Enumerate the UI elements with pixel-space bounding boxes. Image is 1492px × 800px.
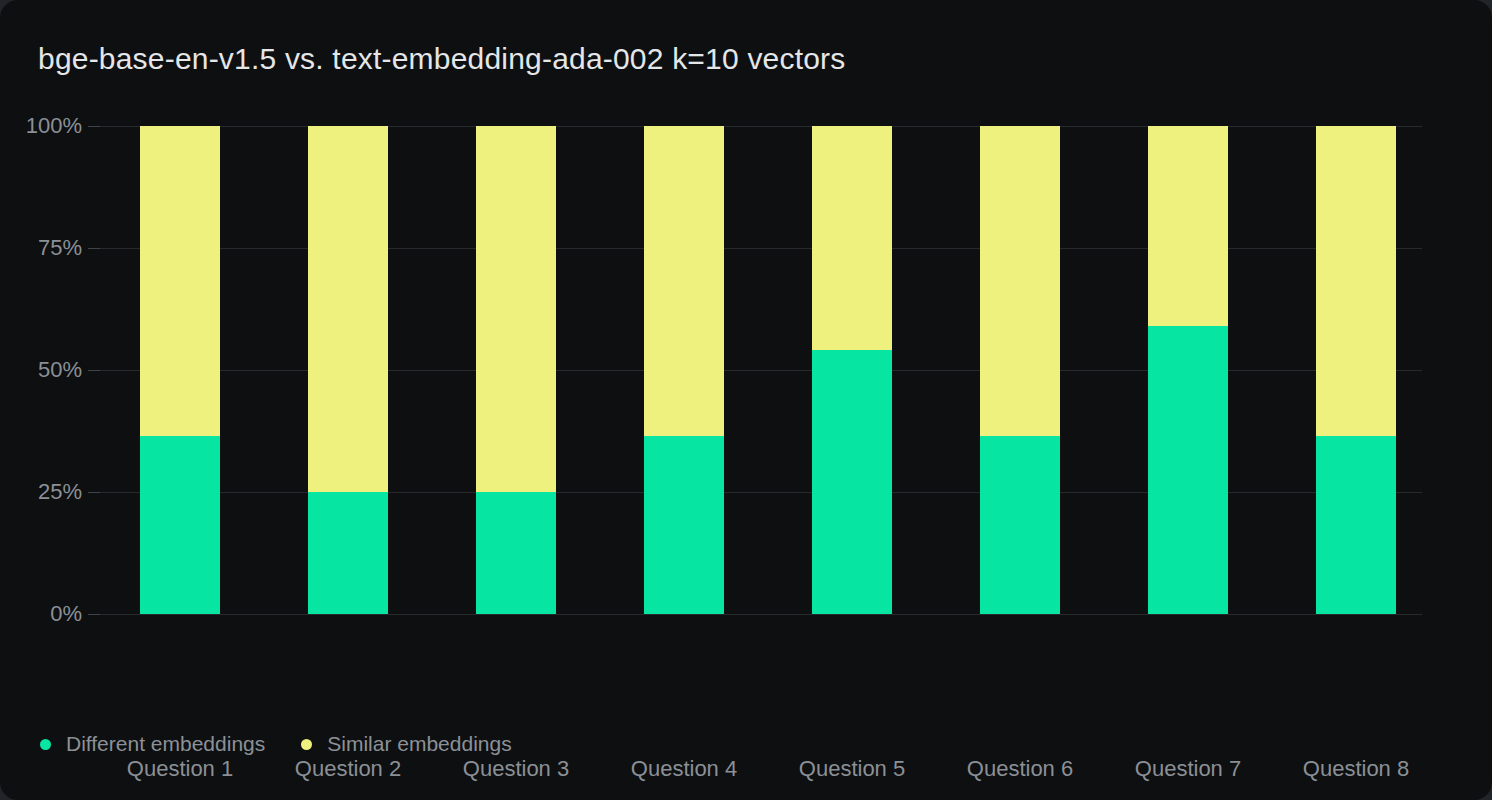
- y-axis-label: 25%: [0, 481, 82, 503]
- x-axis-label-question-4: Question 4: [600, 756, 768, 782]
- x-axis-label-question-6: Question 6: [936, 756, 1104, 782]
- x-axis-label-question-2: Question 2: [264, 756, 432, 782]
- legend-label: Different embeddings: [66, 732, 265, 756]
- segment-different-embeddings: [476, 492, 556, 614]
- gridline-0pct: [100, 614, 1422, 615]
- segment-similar-embeddings: [140, 126, 220, 436]
- bar-question-8: [1316, 126, 1396, 614]
- segment-similar-embeddings: [308, 126, 388, 492]
- legend-item-different-embeddings[interactable]: Different embeddings: [40, 732, 265, 756]
- legend-swatch-icon: [40, 739, 51, 750]
- y-axis-tick: [88, 126, 100, 127]
- bar-question-3: [476, 126, 556, 614]
- chart-title: bge-base-en-v1.5 vs. text-embedding-ada-…: [38, 42, 846, 76]
- segment-different-embeddings: [308, 492, 388, 614]
- chart-card: bge-base-en-v1.5 vs. text-embedding-ada-…: [0, 0, 1492, 800]
- x-axis-label-question-1: Question 1: [96, 756, 264, 782]
- bar-question-7: [1148, 126, 1228, 614]
- segment-similar-embeddings: [476, 126, 556, 492]
- bar-question-1: [140, 126, 220, 614]
- segment-different-embeddings: [1316, 436, 1396, 614]
- y-axis-tick: [88, 248, 100, 249]
- segment-similar-embeddings: [980, 126, 1060, 436]
- legend-swatch-icon: [301, 739, 312, 750]
- y-axis-tick: [88, 492, 100, 493]
- y-axis-label: 0%: [0, 603, 82, 625]
- legend-label: Similar embeddings: [327, 732, 511, 756]
- segment-different-embeddings: [644, 436, 724, 614]
- bar-question-4: [644, 126, 724, 614]
- y-axis-label: 50%: [0, 359, 82, 381]
- segment-similar-embeddings: [1316, 126, 1396, 436]
- legend-item-similar-embeddings[interactable]: Similar embeddings: [301, 732, 511, 756]
- segment-different-embeddings: [1148, 326, 1228, 614]
- bar-question-5: [812, 126, 892, 614]
- segment-similar-embeddings: [812, 126, 892, 350]
- y-axis-tick: [88, 370, 100, 371]
- x-axis-label-question-8: Question 8: [1272, 756, 1440, 782]
- y-axis-label: 75%: [0, 237, 82, 259]
- segment-different-embeddings: [980, 436, 1060, 614]
- y-axis-tick: [88, 614, 100, 615]
- x-axis-label-question-7: Question 7: [1104, 756, 1272, 782]
- segment-different-embeddings: [812, 350, 892, 614]
- y-axis-label: 100%: [0, 115, 82, 137]
- segment-different-embeddings: [140, 436, 220, 614]
- x-axis-label-question-3: Question 3: [432, 756, 600, 782]
- bar-question-2: [308, 126, 388, 614]
- segment-similar-embeddings: [644, 126, 724, 436]
- bar-question-6: [980, 126, 1060, 614]
- chart-legend: Different embeddings Similar embeddings: [40, 732, 512, 756]
- x-axis-label-question-5: Question 5: [768, 756, 936, 782]
- segment-similar-embeddings: [1148, 126, 1228, 326]
- plot-area: 100%75%50%25%0%Question 1Question 2Quest…: [100, 126, 1422, 614]
